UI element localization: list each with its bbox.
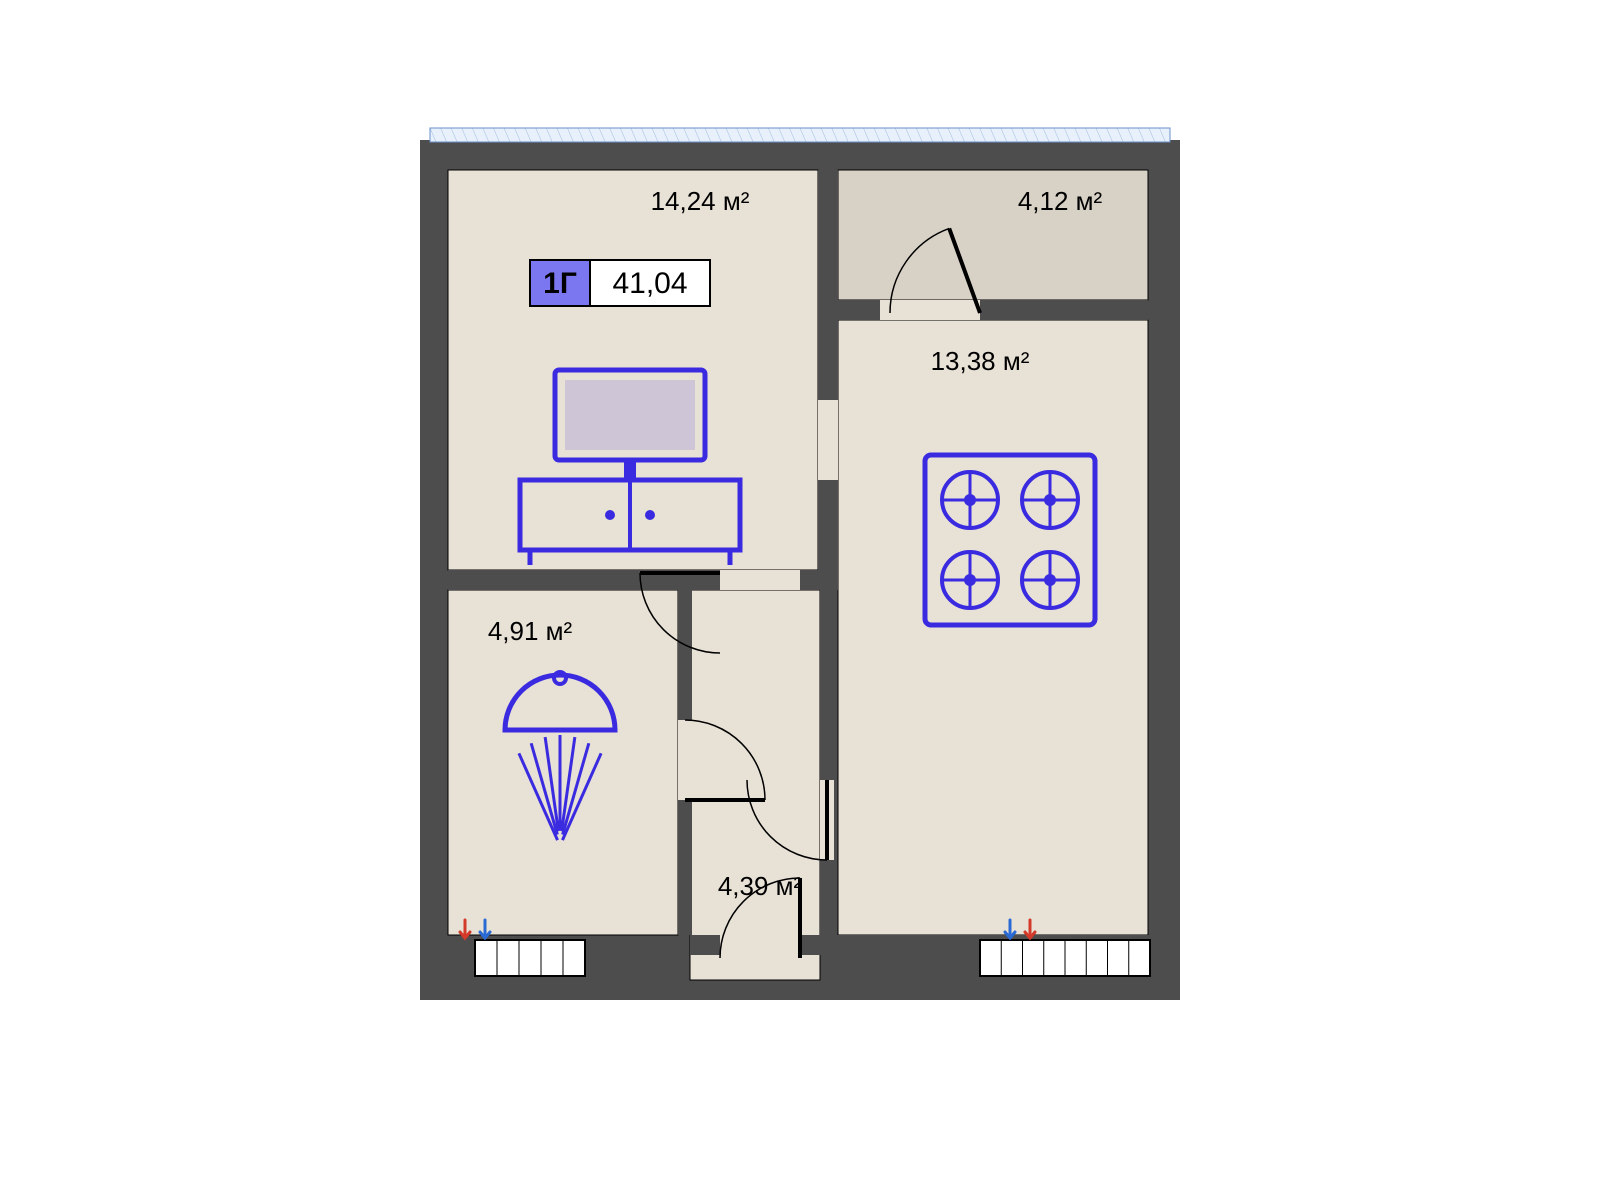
wall-gap [678, 720, 692, 800]
wall-gap [720, 570, 800, 590]
inner-wall [820, 590, 834, 935]
room-label: 4,39 м² [718, 871, 803, 901]
floor-plan-svg: 14,24 м² 4,12 м² 13,38 м² 4,91 м² 4,39 м² 1Г 4… [0, 0, 1600, 1200]
room-label: 4,91 м² [488, 616, 573, 646]
total-area-value: 41,04 [612, 267, 687, 300]
room-label: 14,24 м² [651, 186, 750, 216]
wall-gap [818, 400, 838, 480]
radiator [980, 940, 1150, 976]
wall-gap [720, 935, 800, 955]
room-label: 4,12 м² [1018, 186, 1103, 216]
radiator [475, 940, 585, 976]
wall-gap [880, 300, 980, 320]
inner-wall [818, 170, 838, 570]
room-label: 13,38 м² [931, 346, 1030, 376]
floor-plan-canvas: 14,24 м² 4,12 м² 13,38 м² 4,91 м² 4,39 м² 1Г 4… [0, 0, 1600, 1200]
unit-type-code: 1Г [543, 267, 577, 300]
